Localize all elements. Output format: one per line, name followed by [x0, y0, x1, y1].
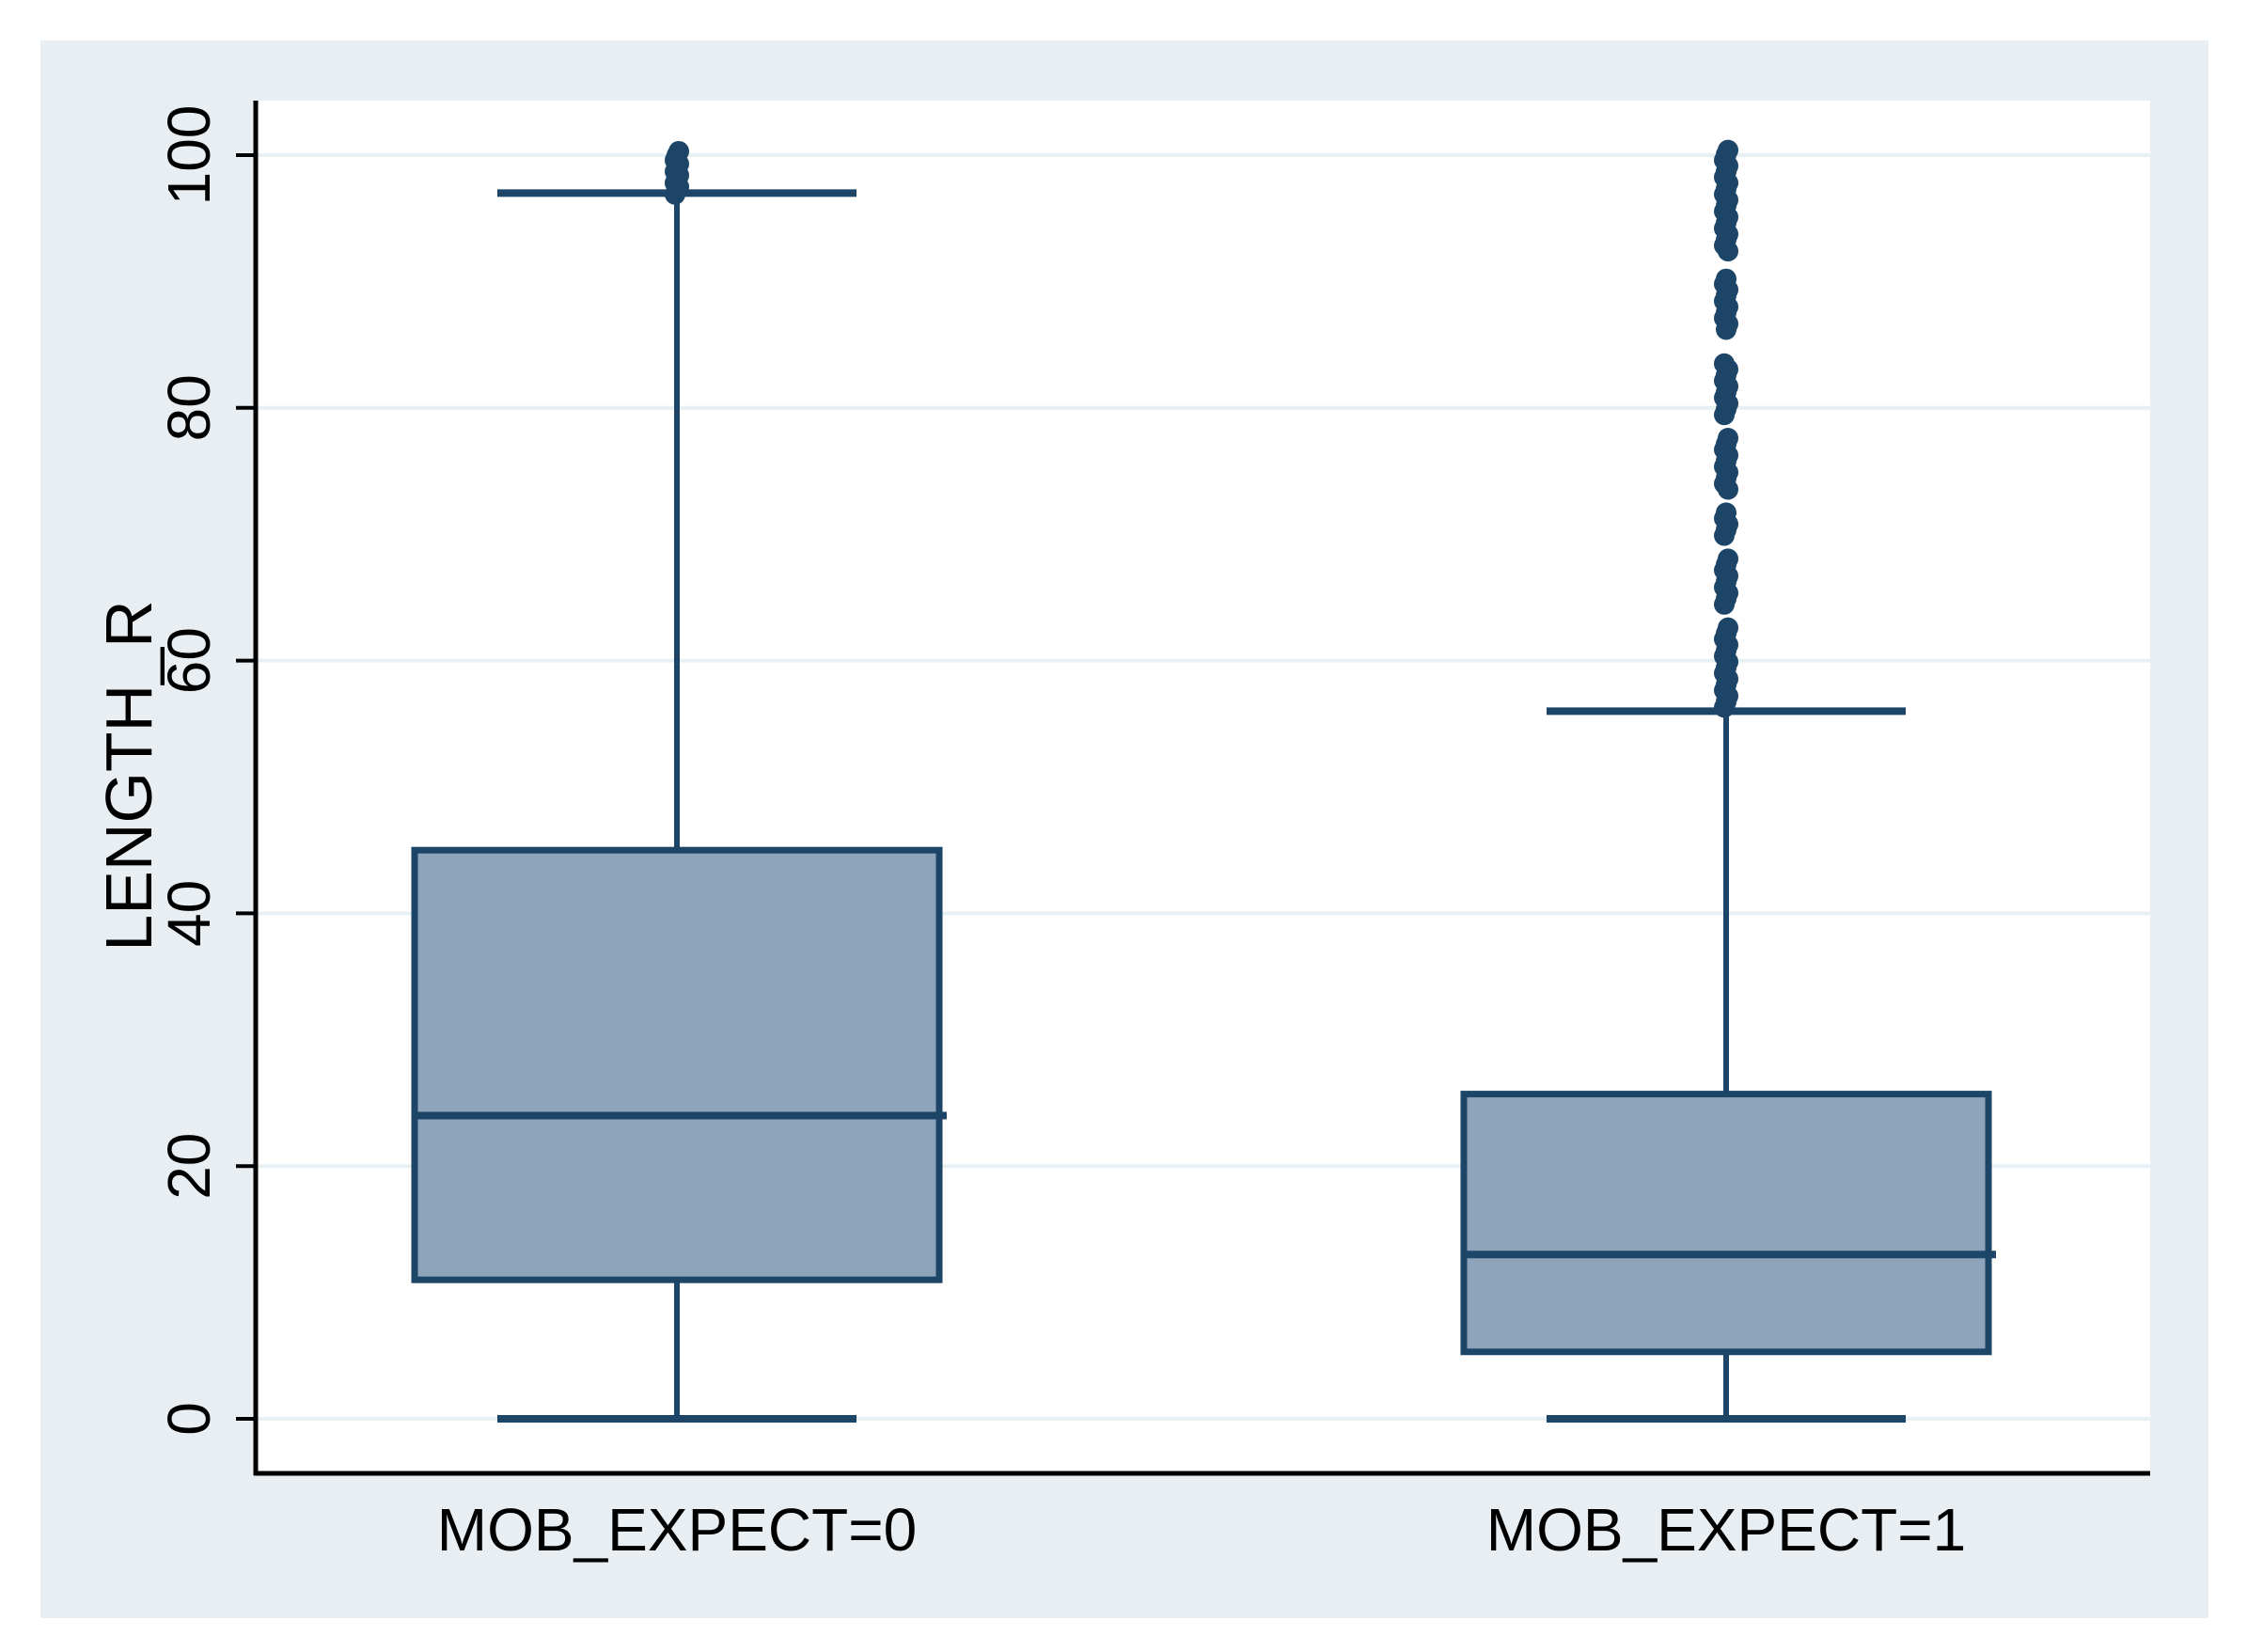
- y-axis-title: LENGTH_R: [92, 600, 165, 951]
- x-category-label-1: MOB_EXPECT=1: [1486, 1496, 1966, 1564]
- outlier-dot: [1716, 502, 1736, 524]
- outlier-dot: [1718, 139, 1738, 161]
- y-tick-label-60: 60: [155, 627, 223, 694]
- y-tick-label-20: 20: [155, 1133, 223, 1200]
- iqr-box: [411, 846, 943, 1283]
- box-group-0: MOB_EXPECT=0: [411, 140, 947, 1564]
- outlier-dot: [1718, 548, 1738, 570]
- y-tick-label-0: 0: [155, 1402, 223, 1436]
- y-tick-label-40: 40: [155, 880, 223, 947]
- box-group-1: MOB_EXPECT=1: [1460, 139, 1996, 1564]
- x-category-label-0: MOB_EXPECT=0: [437, 1496, 917, 1564]
- outlier-dot: [1716, 268, 1736, 290]
- outlier-dot: [1718, 617, 1738, 638]
- outlier-dot: [668, 140, 689, 162]
- outlier-dot: [1714, 353, 1735, 374]
- y-tick-label-80: 80: [155, 374, 223, 441]
- y-tick-label-100: 100: [155, 105, 223, 206]
- outlier-dot: [1718, 428, 1738, 449]
- iqr-box: [1460, 1091, 1992, 1356]
